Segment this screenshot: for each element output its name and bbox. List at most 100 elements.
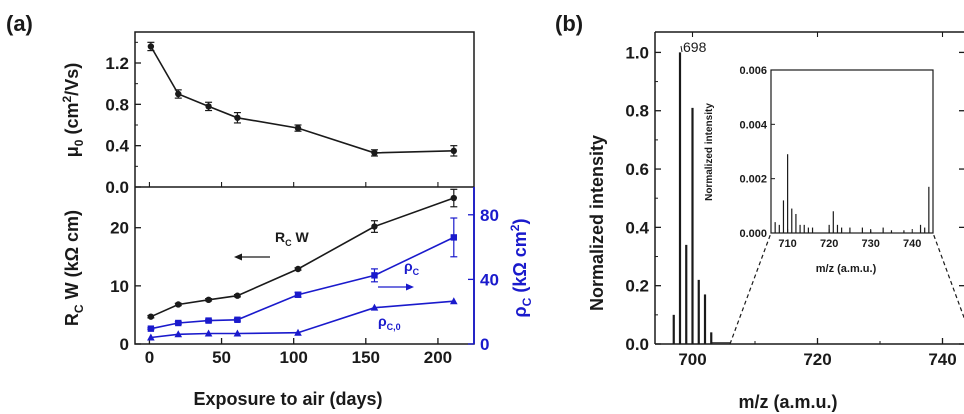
a-top-mu0-point-0	[147, 43, 155, 50]
a-top-ylabel-end: /Vs)	[62, 63, 82, 96]
a-bot-series-2-line	[150, 300, 454, 339]
a-top-ylabel-rest: (cm	[62, 102, 82, 139]
b-ytick-label-3: 0.6	[625, 160, 649, 179]
a-bot-series-1-point-5	[371, 272, 378, 279]
b-ytick-label-1: 0.2	[625, 277, 649, 296]
a-bot-y2tick-label-1: 40	[480, 270, 499, 289]
a-annot-rhoc: ρC	[404, 258, 420, 277]
xlabel-a: Exposure to air (days)	[193, 389, 382, 409]
a-bot-y2tick-label-0: 0	[480, 335, 489, 354]
a-bot-series-2-point-2	[204, 329, 213, 337]
a-top-ylabel-sub: 0	[72, 139, 86, 146]
a-bot-y2tick-label-2: 80	[480, 206, 499, 225]
a-top-ytick-label-2: 0.8	[105, 95, 129, 114]
a-annot-rcw-sub: C	[285, 238, 292, 248]
text-labels: (a) (b) Exposure to air (days) m/z (a.m.…	[6, 11, 957, 412]
inset-ytick-label-2: 0.004	[739, 119, 767, 131]
b-xtick-label-0: 700	[678, 350, 706, 369]
a-bot-ytick-label-2: 20	[110, 219, 129, 238]
a-bot-series-1-point-1	[175, 319, 182, 327]
a-top-mu0-point-4	[294, 124, 302, 132]
peak-label-698: 698	[683, 39, 707, 55]
ylabel-b: Normalized intensity	[587, 135, 607, 311]
b-xtick-label-2: 740	[928, 350, 956, 369]
a-annot-rhoc-main: ρ	[404, 258, 413, 274]
a-xtick-label-3: 150	[352, 348, 380, 367]
a-xtick-label-1: 50	[212, 348, 231, 367]
a-bot-y2label: ρC (kΩ cm2)	[508, 219, 534, 318]
a-annot-rcw-main: R	[275, 229, 285, 245]
a-bot-y2label-sub: C	[520, 297, 534, 306]
a-bot-y2label-rest: (kΩ cm	[510, 231, 530, 297]
a-bot-series-2-point-1	[174, 330, 183, 338]
a-bot-ylabel-rest: W (kΩ cm)	[62, 210, 82, 304]
a-top-mu0-point-2	[205, 103, 212, 110]
ylabel-inset: Normalized intensity	[704, 103, 715, 201]
a-bot-series-2-point-4	[294, 328, 302, 336]
a-xtick-label-4: 200	[424, 348, 452, 367]
a-bot-series-1-point-3	[234, 316, 241, 323]
a-xtick-label-2: 100	[279, 348, 307, 367]
b-ytick-label-0: 0.0	[625, 335, 649, 354]
inset-frame	[770, 69, 934, 234]
xlabel-inset: m/z (a.m.u.)	[816, 263, 877, 275]
a-top-ylabel-sup: 2	[60, 95, 74, 102]
inset-ytick-label-1: 0.002	[739, 174, 767, 186]
a-bot-ytick-label-0: 0	[120, 335, 129, 354]
inset-xtick-label-3: 740	[903, 238, 921, 250]
b-ytick-label-5: 1.0	[625, 43, 649, 62]
inset-xtick-label-1: 720	[820, 238, 838, 250]
a-bot-series-0-point-4	[294, 265, 302, 273]
xlabel-b: m/z (a.m.u.)	[738, 392, 837, 412]
a-top-ylabel-main: μ	[62, 146, 82, 157]
a-top-mu0-point-3	[234, 114, 241, 121]
a-bot-series-0-point-5	[371, 223, 378, 230]
a-bot-series-2-point-6	[450, 297, 458, 305]
a-annot-rcw: RC W	[275, 229, 310, 248]
a-top-mu0-point-6	[450, 147, 458, 155]
a-top-mu0-point-1	[175, 90, 182, 98]
a-bot-series-1-point-0	[147, 325, 155, 332]
frame-a	[134, 31, 475, 345]
inset-xtick-label-0: 710	[778, 238, 796, 250]
a-bot-series-1-point-2	[205, 317, 212, 324]
a-bot-series-2-point-0	[147, 333, 155, 341]
a-top-mu0-point-5	[371, 149, 378, 157]
a-bot-series-1-line	[150, 236, 455, 330]
a-bot-y2label-main: ρ	[510, 306, 530, 317]
inset-ytick-label-3: 0.006	[739, 65, 767, 77]
a-top-ylabel: μ0 (cm2/Vs)	[60, 63, 86, 157]
a-bot-series-1-point-6	[450, 234, 458, 241]
b-ytick-label-2: 0.4	[625, 218, 649, 237]
a-xtick-label-0: 0	[145, 348, 154, 367]
a-annot-rhoc0: ρC,0	[378, 313, 401, 332]
a-bot-ylabel-sub: C	[72, 304, 86, 313]
a-bot-series-0-point-2	[205, 296, 212, 304]
a-bot-series-0-point-6	[450, 194, 458, 202]
b-xtick-label-1: 720	[803, 350, 831, 369]
inset-ytick-label-0: 0.000	[739, 228, 767, 240]
a-bot-y2label-sup: 2	[508, 224, 522, 231]
a-bot-y2label-end: )	[510, 219, 530, 225]
a-bot-series-0-point-3	[234, 292, 241, 299]
a-top-ytick-label-0: 0.0	[105, 178, 129, 197]
a-annot-rhoc0-sub: C,0	[387, 322, 401, 332]
a-top-ytick-label-3: 1.2	[105, 54, 129, 73]
a-bot-series-1-point-4	[294, 291, 302, 298]
axes-frames	[134, 31, 964, 345]
panel-label-a: (a)	[6, 11, 33, 36]
panel-label-b: (b)	[555, 11, 583, 36]
a-annot-rcw-rest: W	[292, 229, 310, 245]
a-top-ytick-label-1: 0.4	[105, 137, 129, 156]
a-bot-ytick-label-1: 10	[110, 277, 129, 296]
a-annot-rhoc0-main: ρ	[378, 313, 387, 329]
b-ytick-label-4: 0.8	[625, 102, 649, 121]
a-bot-ylabel-main: R	[62, 313, 82, 326]
data-marks	[147, 41, 964, 345]
a-bot-ylabel: RC W (kΩ cm)	[62, 210, 86, 326]
inset-xtick-label-2: 730	[862, 238, 880, 250]
a-bot-series-0-point-0	[147, 313, 155, 320]
a-arrow-right-head	[406, 283, 414, 291]
zoom-line-left	[729, 232, 772, 345]
